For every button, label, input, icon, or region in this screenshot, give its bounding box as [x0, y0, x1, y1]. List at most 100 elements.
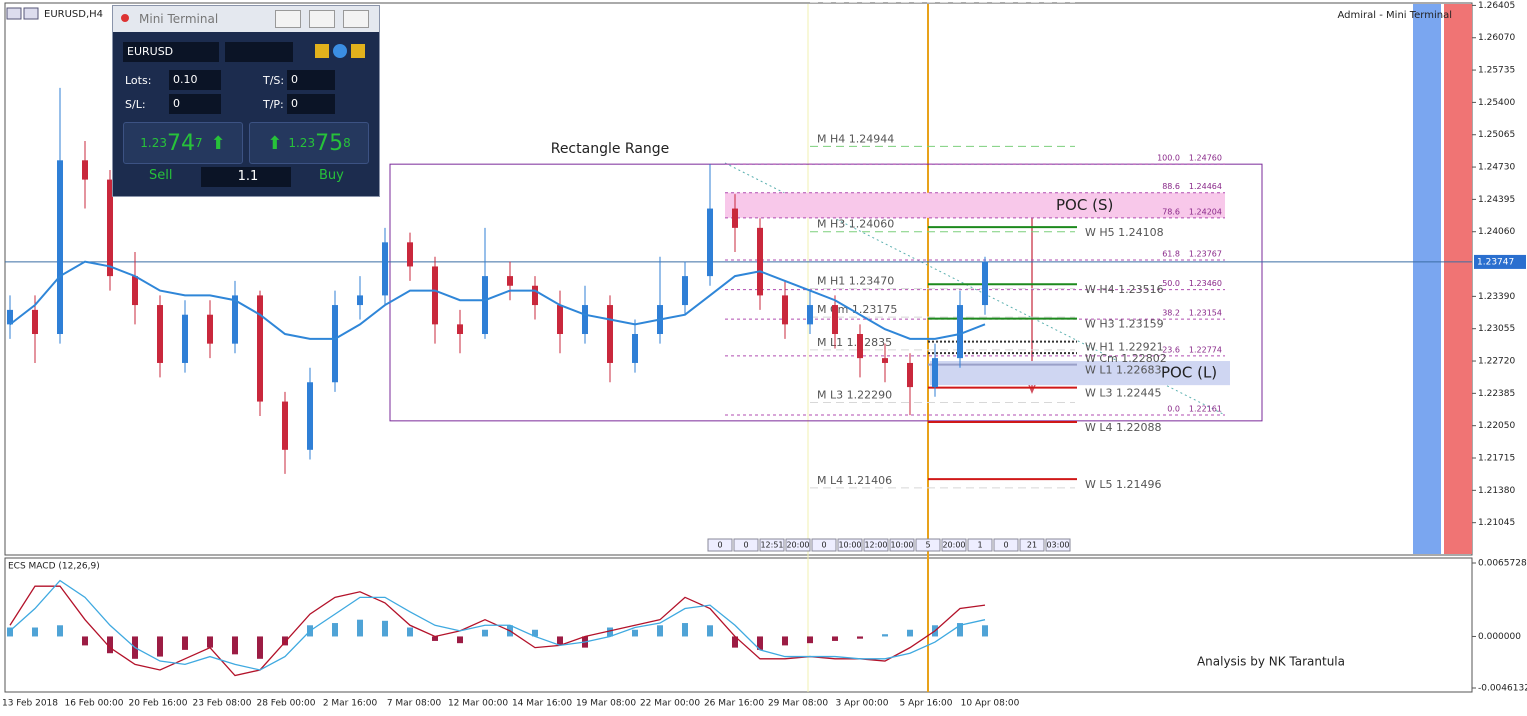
- fibo-ratio: 0.0: [1167, 404, 1180, 413]
- weekly-label: W L5 1.21496: [1085, 478, 1161, 491]
- volume[interactable]: 1.1: [201, 167, 291, 187]
- timer-label: 1: [977, 541, 982, 550]
- monthly-label: M L1 1.22835: [817, 336, 892, 349]
- lots-label: Lots:: [125, 74, 152, 87]
- fibo-price: 1.24760: [1189, 154, 1222, 163]
- y-tick-label: 1.22385: [1478, 389, 1515, 399]
- timer-label: 0: [1003, 541, 1008, 550]
- histogram-bar: [107, 636, 113, 654]
- candle-body: [32, 309, 38, 335]
- candle-body: [432, 266, 438, 325]
- price-head: 1.23: [288, 136, 316, 150]
- timer-label: 21: [1027, 541, 1037, 550]
- y-tick-label: 1.21715: [1478, 454, 1515, 464]
- moving-average: [9, 260, 986, 340]
- monthly-label: M L3 1.22290: [817, 389, 892, 402]
- blue-band: [1413, 4, 1441, 554]
- timer-box: [733, 538, 759, 552]
- histogram-bar: [682, 623, 688, 637]
- timer-label: 20:00: [942, 541, 965, 550]
- up-arrow: ⬆: [267, 132, 283, 154]
- timer-box: [811, 538, 837, 552]
- histogram-bar: [557, 636, 563, 646]
- timer-label: 0: [821, 541, 826, 550]
- window-icon: [6, 7, 39, 20]
- histogram-bar: [432, 636, 438, 641]
- histogram-bar: [182, 636, 188, 650]
- y-tick-label: 1.21045: [1478, 518, 1515, 528]
- sl-field[interactable]: 0: [169, 94, 221, 114]
- histogram-bar: [82, 636, 88, 646]
- candle-body: [107, 179, 113, 277]
- sell-button[interactable]: Sell: [149, 168, 173, 183]
- credit: Analysis by NK Tarantula: [1197, 655, 1345, 669]
- price-pips: 74: [166, 130, 195, 156]
- tp-field[interactable]: 0: [287, 94, 335, 114]
- timer-label: 10:00: [838, 541, 861, 550]
- histogram-bar: [357, 619, 363, 637]
- x-tick-label: 20 Feb 16:00: [128, 699, 187, 709]
- price-tail: 7: [194, 136, 203, 150]
- buy-button[interactable]: Buy: [319, 168, 344, 183]
- timer-box: [915, 538, 941, 552]
- y-tick-label: 1.25065: [1478, 130, 1515, 140]
- symbol-select[interactable]: EURUSD: [123, 42, 219, 62]
- lots-field[interactable]: 0.10: [169, 70, 221, 90]
- candle-body: [332, 305, 338, 383]
- candle-body: [457, 324, 463, 335]
- candle-body: [682, 276, 688, 306]
- up-arrow: ⬆: [210, 132, 226, 154]
- fibo-price: 1.23154: [1189, 309, 1222, 318]
- y-tick-label: 1.24395: [1478, 195, 1515, 205]
- fibo-ratio: 50.0: [1162, 279, 1180, 288]
- weekly-label: W L3 1.22445: [1085, 387, 1161, 400]
- ts-field[interactable]: 0: [287, 70, 335, 90]
- maximize[interactable]: [309, 10, 335, 28]
- ts: 0: [291, 73, 298, 86]
- fibo-ratio: 88.6: [1162, 182, 1180, 191]
- tool-2[interactable]: [333, 44, 347, 58]
- candle-body: [407, 242, 413, 267]
- tool-1[interactable]: [315, 44, 329, 58]
- candle-body: [257, 295, 263, 402]
- histogram-bar: [857, 636, 863, 639]
- timer-box: [1045, 538, 1071, 552]
- y-tick-label: 0.000000: [1478, 632, 1521, 642]
- x-tick-label: 12 Mar 00:00: [448, 699, 508, 709]
- timer-label: 0: [717, 541, 722, 550]
- histogram-bar: [732, 636, 738, 648]
- histogram-bar: [32, 627, 38, 637]
- y-tick-label: 1.25735: [1478, 66, 1515, 76]
- buy-price[interactable]: ⬆ 1.23 75 8: [249, 122, 369, 164]
- y-tick-label: 1.21380: [1478, 486, 1515, 496]
- close[interactable]: [343, 10, 369, 28]
- candle-body: [807, 305, 813, 325]
- timer-box: [707, 538, 733, 552]
- candle-body: [507, 276, 513, 286]
- x-tick-label: 22 Mar 00:00: [640, 699, 700, 709]
- candle-body: [357, 295, 363, 306]
- histogram-bar: [832, 636, 838, 641]
- y-tick-label: 1.23390: [1478, 292, 1515, 302]
- candle-body: [82, 160, 88, 180]
- y-tick-label: 1.25400: [1478, 98, 1515, 108]
- current-price-box: [1474, 254, 1526, 269]
- x-tick-label: 28 Feb 00:00: [256, 699, 315, 709]
- candle-body: [182, 314, 188, 363]
- histogram-bar: [257, 636, 263, 659]
- sell-price[interactable]: 1.23 74 7 ⬆: [123, 122, 243, 164]
- candle-body: [832, 305, 838, 335]
- tool-3[interactable]: [351, 44, 365, 58]
- minimize[interactable]: [275, 10, 301, 28]
- broker: Admiral - Mini Terminal: [1338, 10, 1452, 21]
- candle-body: [782, 295, 788, 325]
- mt-title: Mini Terminal: [139, 12, 219, 26]
- red-band: [1444, 4, 1472, 554]
- macd-title: ECS MACD (12,26,9): [8, 562, 100, 572]
- histogram-bar: [157, 636, 163, 657]
- candle-body: [757, 227, 763, 296]
- rectangle-range: [389, 163, 1263, 422]
- histogram-bar: [807, 636, 813, 644]
- monthly-label: M H5 1.26435: [817, 0, 894, 2]
- histogram-bar: [382, 620, 388, 637]
